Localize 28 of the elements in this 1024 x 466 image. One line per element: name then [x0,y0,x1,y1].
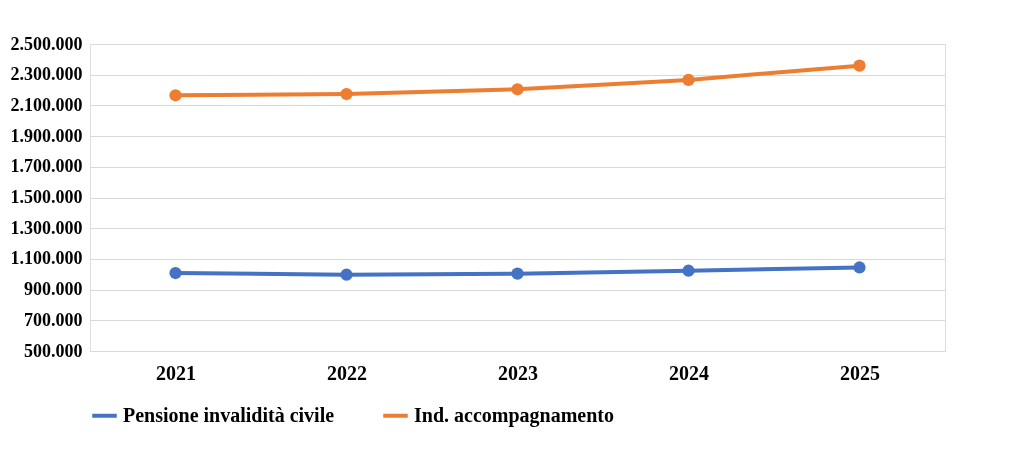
point [682,264,695,277]
y-tick-label: 1.100.000 [10,248,83,269]
y-tick-label: 1.500.000 [10,187,83,207]
point [853,59,866,72]
legend-label: Ind. accompagnamento [414,403,615,427]
point [511,267,524,280]
point [853,261,866,274]
point [169,89,182,102]
point [511,83,524,96]
y-tick-label: 2.500.000 [10,33,83,54]
legend-label: Pensione invalidità civile [123,403,335,426]
point [169,266,182,280]
x-tick-label: 2024 [669,361,709,384]
y-tick-label: 500.000 [24,340,83,361]
point [340,87,353,101]
y-tick-label: 2.300.000 [10,64,83,85]
x-tick-label: 2022 [327,361,367,384]
y-tick-label: 2.100.000 [10,94,83,115]
x-tick-label: 2023 [498,361,538,384]
y-tick-label: 900.000 [24,279,83,300]
point [682,73,695,87]
y-tick-label: 700.000 [24,309,83,330]
point [340,268,353,281]
y-tick-label: 1.300.000 [10,217,83,238]
x-tick-label: 2025 [840,361,880,384]
x-tick-label: 2021 [156,361,196,384]
y-tick-label: 1.700.000 [10,156,83,177]
y-tick-label: 1.900.000 [10,125,83,146]
